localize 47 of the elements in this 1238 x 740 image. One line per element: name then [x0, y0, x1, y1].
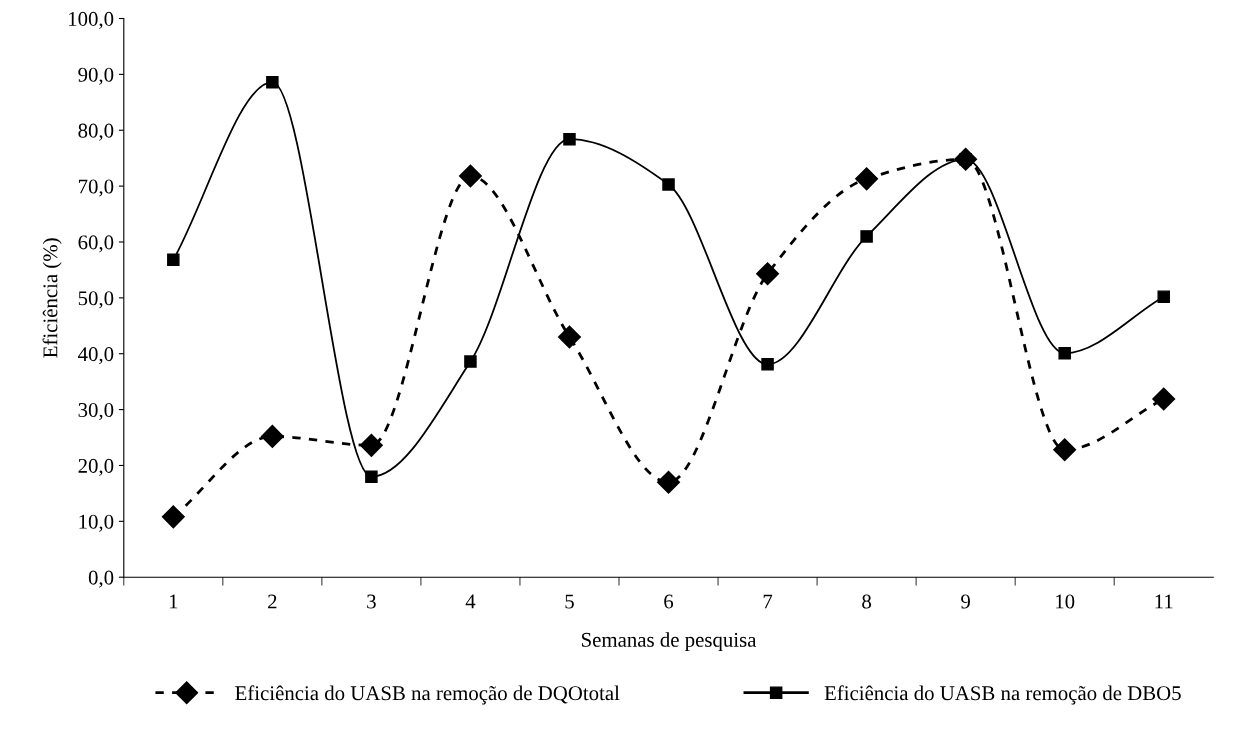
y-axis-title: Eficiência (%) [42, 238, 62, 358]
point [657, 470, 681, 494]
y-tick-label: 30,0 [78, 402, 114, 421]
point [464, 355, 477, 368]
point [359, 433, 383, 457]
legend-label: Eficiência do UASB na remoção de DBO5 [824, 685, 1181, 705]
y-tick-label: 20,0 [78, 458, 114, 476]
x-tick-label: 2 [268, 594, 277, 609]
x-tick-label: 3 [367, 594, 376, 609]
y-tick-label: 70,0 [78, 179, 114, 197]
point [1157, 290, 1170, 303]
point [1152, 387, 1176, 411]
y-tick-label: 0,0 [88, 570, 114, 588]
point [161, 505, 185, 529]
x-tick-label: 4 [465, 594, 476, 609]
x-tick-label: 6 [664, 594, 674, 609]
point [365, 470, 378, 483]
x-tick-label: 10 [1056, 594, 1075, 609]
point [1058, 346, 1071, 360]
y-tick-label: 50,0 [78, 291, 114, 309]
y-tick-label: 10,0 [79, 514, 114, 532]
point [266, 75, 279, 89]
point [458, 164, 482, 188]
x-tick-label: 9 [961, 594, 970, 609]
point [260, 424, 284, 448]
point [167, 253, 180, 267]
y-tick-label: 80,0 [78, 123, 114, 141]
x-tick-label: 11 [1155, 594, 1173, 609]
point [954, 147, 978, 171]
point [1053, 438, 1077, 462]
x-tick-label: 5 [565, 594, 574, 609]
y-tick-label: 40,0 [78, 347, 114, 365]
point [557, 325, 581, 349]
point [855, 167, 879, 191]
legend-label: Eficiência do UASB na remoção de DQOtotal [235, 685, 620, 705]
point [563, 132, 576, 146]
point [662, 178, 675, 191]
y-tick-label: 60,0 [78, 235, 114, 253]
x-axis-title: Semanas de pesquisa [581, 632, 757, 652]
point [761, 358, 774, 371]
x-tick-label: 8 [862, 594, 872, 609]
y-tick-label: 100,0 [69, 11, 114, 29]
y-tick-label: 90,0 [78, 67, 114, 85]
point [860, 230, 873, 243]
point [756, 262, 780, 286]
x-tick-label: 1 [169, 594, 178, 609]
x-tick-label: 7 [763, 594, 773, 609]
